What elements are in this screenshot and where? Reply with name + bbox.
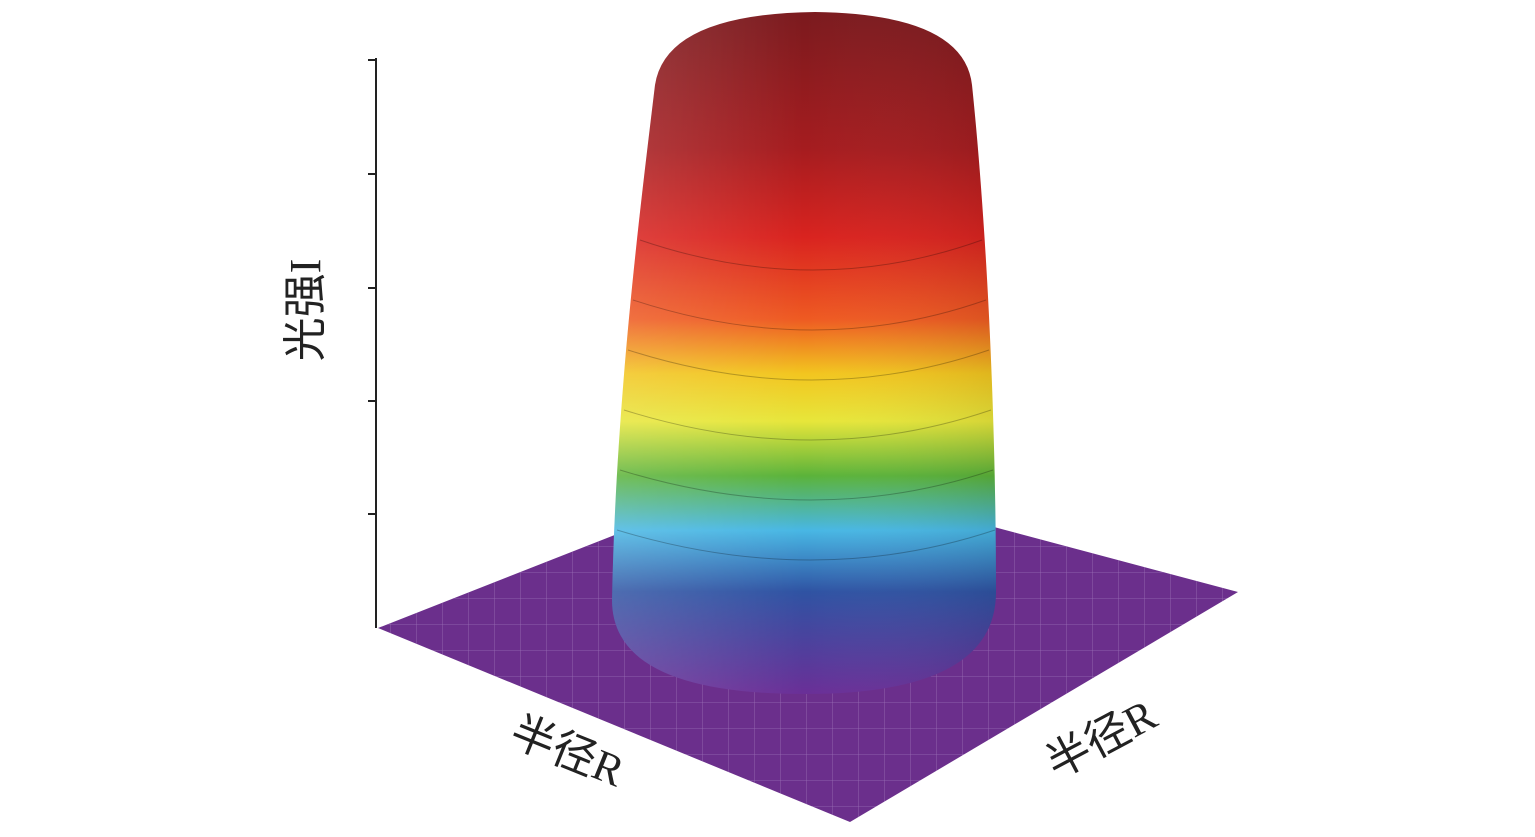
y-axis-label: 半径R (1038, 690, 1165, 789)
z-ticks (368, 59, 376, 515)
z-axis-label: 光强I (281, 259, 330, 362)
surface-shade (612, 12, 996, 694)
contour-lines (616, 239, 996, 561)
